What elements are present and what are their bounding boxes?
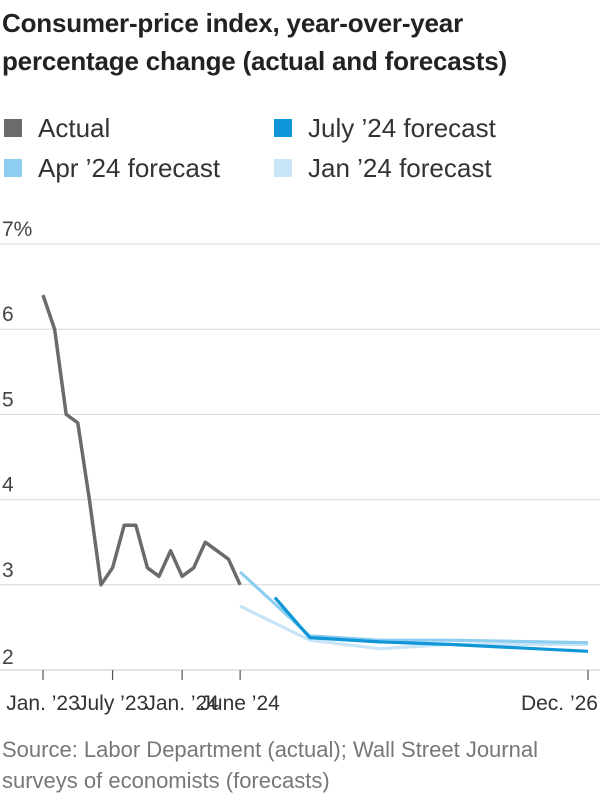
legend-item-apr-24-forecast: Apr ’24 forecast <box>4 148 220 188</box>
x-tick-label-jan-24: Jan. ’24 <box>145 692 219 715</box>
y-tick-label-7: 7% <box>2 218 32 241</box>
y-tick-label-4: 4 <box>2 474 14 497</box>
series-lines <box>41 294 589 653</box>
gridlines <box>0 243 600 586</box>
legend-swatch-july-24-forecast <box>274 119 292 137</box>
x-tick-label-jan-23: Jan. ’23 <box>6 692 80 715</box>
legend-item-july-24-forecast: July ’24 forecast <box>274 108 496 148</box>
chart-title: Consumer-price index, year-over-year per… <box>2 8 507 76</box>
series-line-apr-24-forecast <box>239 570 589 645</box>
legend-swatch-apr-24-forecast <box>4 159 22 177</box>
y-tick-label-6: 6 <box>2 303 14 326</box>
legend-item-jan-24-forecast: Jan ’24 forecast <box>274 148 492 188</box>
legend-label-apr-24-forecast: Apr ’24 forecast <box>38 152 221 183</box>
legend-label-jan-24-forecast: Jan ’24 forecast <box>308 152 492 183</box>
x-tick-label-july-23: July ’23 <box>77 692 148 715</box>
source-note: Source: Labor Department (actual); Wall … <box>2 737 538 793</box>
legend: Actual July ’24 forecast Apr ’24 forecas… <box>0 108 600 188</box>
legend-item-actual: Actual <box>4 108 110 148</box>
y-axis-tick-labels: 7% 6 5 4 3 2 <box>2 218 32 669</box>
series-line-july-24-forecast <box>273 596 589 653</box>
x-tick-label-june-24: June ’24 <box>200 692 280 715</box>
legend-label-actual: Actual <box>38 112 111 143</box>
x-tick-label-dec-26: Dec. ’26 <box>521 692 598 715</box>
y-tick-label-5: 5 <box>2 388 14 411</box>
y-tick-label-3: 3 <box>2 559 14 582</box>
series-line-actual <box>41 294 242 587</box>
legend-swatch-actual <box>4 119 22 137</box>
legend-swatch-jan-24-forecast <box>274 159 292 177</box>
y-tick-label-2: 2 <box>2 646 14 669</box>
legend-label-july-24-forecast: July ’24 forecast <box>308 112 496 143</box>
series-line-jan-24-forecast <box>239 604 588 651</box>
